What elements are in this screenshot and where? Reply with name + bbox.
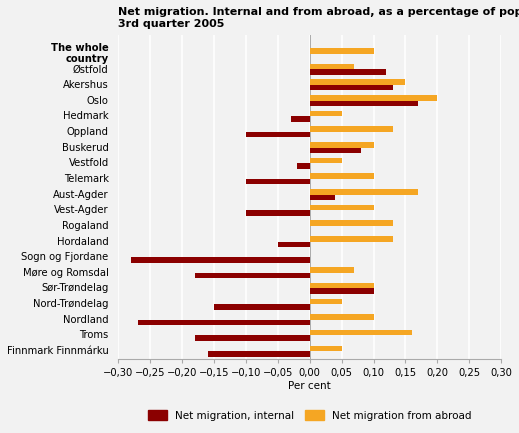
Bar xyxy=(214,304,310,310)
X-axis label: Per cent: Per cent xyxy=(289,381,331,391)
Bar xyxy=(310,80,405,85)
Bar xyxy=(310,111,342,116)
Bar xyxy=(246,179,310,184)
Bar xyxy=(310,95,438,100)
Bar xyxy=(310,64,354,69)
Bar xyxy=(310,174,374,179)
Bar xyxy=(291,116,310,122)
Bar xyxy=(195,273,310,278)
Bar xyxy=(310,189,418,194)
Text: Net migration. Internal and from abroad, as a percentage of population
3rd quart: Net migration. Internal and from abroad,… xyxy=(118,7,519,29)
Bar xyxy=(310,267,354,273)
Bar xyxy=(310,314,374,320)
Bar xyxy=(310,158,342,163)
Bar xyxy=(310,85,393,90)
Bar xyxy=(310,148,361,153)
Bar xyxy=(246,210,310,216)
Bar xyxy=(297,163,310,169)
Bar xyxy=(208,351,310,357)
Bar xyxy=(310,194,335,200)
Bar xyxy=(246,132,310,137)
Bar xyxy=(310,299,342,304)
Bar xyxy=(310,330,412,336)
Bar xyxy=(131,257,310,263)
Bar xyxy=(310,288,374,294)
Bar xyxy=(310,48,374,54)
Bar xyxy=(310,126,393,132)
Bar xyxy=(310,220,393,226)
Bar xyxy=(310,142,374,148)
Legend: Net migration, internal, Net migration from abroad: Net migration, internal, Net migration f… xyxy=(144,406,475,425)
Bar xyxy=(310,69,386,75)
Bar xyxy=(310,283,374,288)
Bar xyxy=(278,242,310,247)
Bar xyxy=(195,336,310,341)
Bar xyxy=(138,320,310,325)
Bar xyxy=(310,346,342,351)
Bar xyxy=(310,236,393,242)
Bar xyxy=(310,100,418,106)
Bar xyxy=(310,205,374,210)
